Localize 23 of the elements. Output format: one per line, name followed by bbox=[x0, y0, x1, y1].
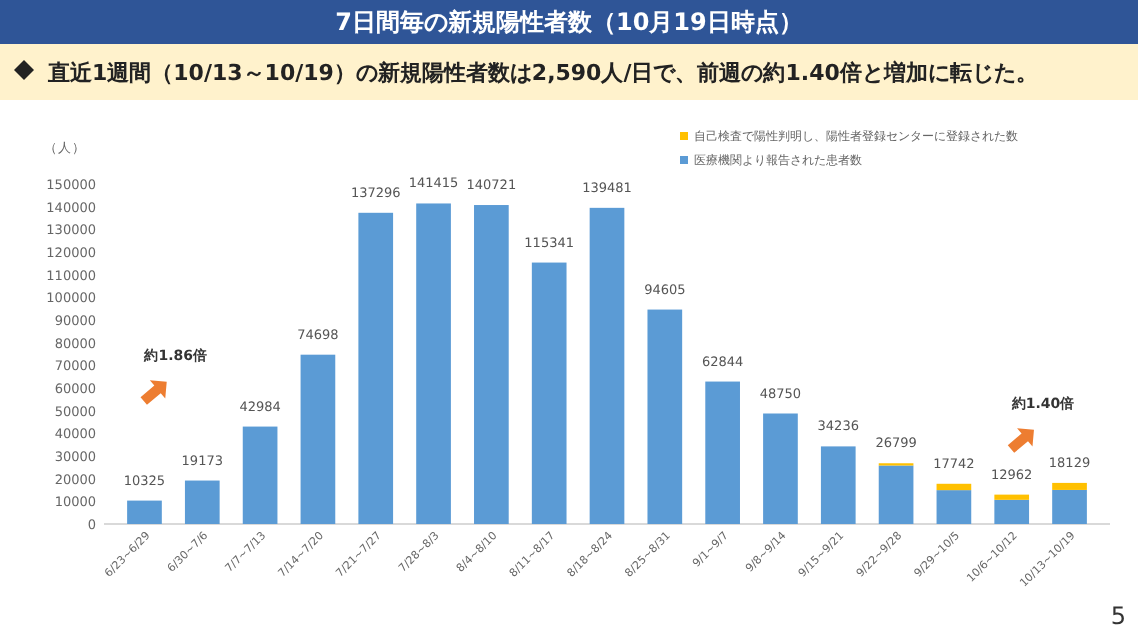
bar bbox=[763, 413, 798, 524]
bar bbox=[994, 494, 1030, 500]
bar bbox=[474, 205, 509, 524]
bar bbox=[184, 480, 220, 524]
text: 5 bbox=[1110, 602, 1126, 630]
bar bbox=[878, 465, 914, 524]
bar bbox=[820, 446, 856, 524]
bar bbox=[647, 309, 683, 524]
bar bbox=[1052, 489, 1087, 524]
bar bbox=[1052, 482, 1087, 490]
chart-subtitle: 直近1週間（10/13～10/19）の新規陽性者数は2,590人/日で、前週の約1.40倍と増加に転じた。 bbox=[46, 60, 1038, 86]
bar bbox=[242, 426, 278, 524]
bar bbox=[358, 212, 394, 524]
chart-title: 7日間毎の新規陽性者数（10月19日時点） bbox=[335, 8, 803, 36]
bar bbox=[705, 381, 740, 524]
bar bbox=[589, 207, 625, 524]
bar bbox=[936, 490, 972, 524]
bar bbox=[127, 500, 162, 524]
bar bbox=[994, 499, 1030, 524]
bar bbox=[531, 262, 567, 524]
bar bbox=[416, 203, 451, 524]
bar bbox=[300, 354, 336, 524]
bar bbox=[936, 483, 972, 491]
